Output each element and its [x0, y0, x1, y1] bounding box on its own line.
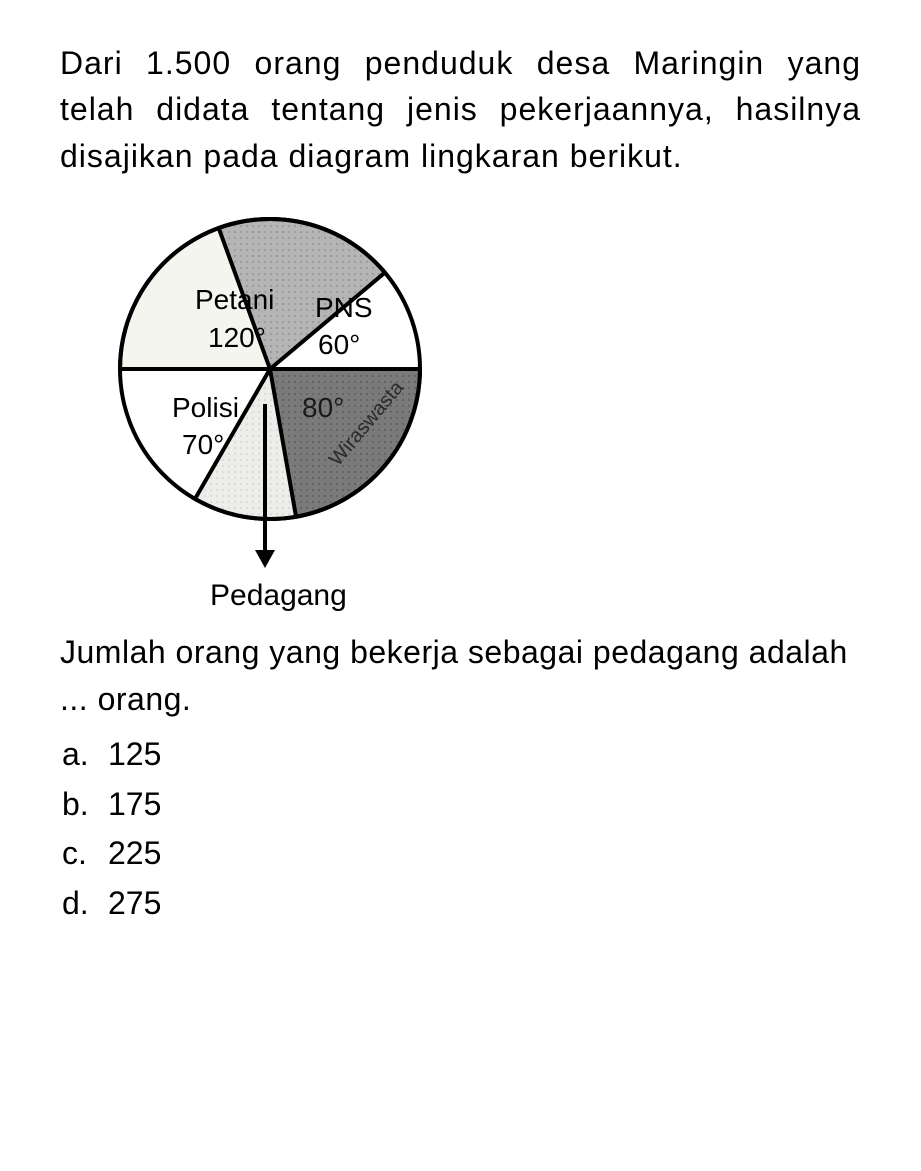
answer-options: a. 125 b. 175 c. 225 d. 275 — [62, 730, 861, 928]
slice-angle-wiraswasta: 80° — [302, 392, 344, 423]
pie-chart: Petani120°PNS60°80°WiraswastaPolisi70° — [100, 199, 440, 579]
option-row: c. 225 — [62, 829, 861, 879]
option-letter: b. — [62, 780, 94, 830]
option-row: b. 175 — [62, 780, 861, 830]
option-value: 275 — [108, 879, 161, 929]
option-row: d. 275 — [62, 879, 861, 929]
slice-angle-petani: 120° — [208, 322, 266, 353]
slice-label-polisi: Polisi — [172, 392, 239, 423]
question-followup: Jumlah orang yang bekerja sebagai pedaga… — [60, 629, 861, 722]
option-value: 225 — [108, 829, 161, 879]
option-letter: d. — [62, 879, 94, 929]
option-value: 125 — [108, 730, 161, 780]
question-intro: Dari 1.500 orang penduduk desa Maringin … — [60, 40, 861, 179]
pedagang-label: Pedagang — [210, 579, 347, 613]
pedagang-arrow-head — [255, 550, 275, 568]
slice-angle-polisi: 70° — [182, 429, 224, 460]
pie-chart-container: Petani120°PNS60°80°WiraswastaPolisi70° P… — [100, 199, 440, 619]
option-value: 175 — [108, 780, 161, 830]
slice-label-pns: PNS — [315, 292, 373, 323]
option-row: a. 125 — [62, 730, 861, 780]
slice-angle-pns: 60° — [318, 329, 360, 360]
option-letter: c. — [62, 829, 94, 879]
option-letter: a. — [62, 730, 94, 780]
slice-label-petani: Petani — [195, 284, 274, 315]
